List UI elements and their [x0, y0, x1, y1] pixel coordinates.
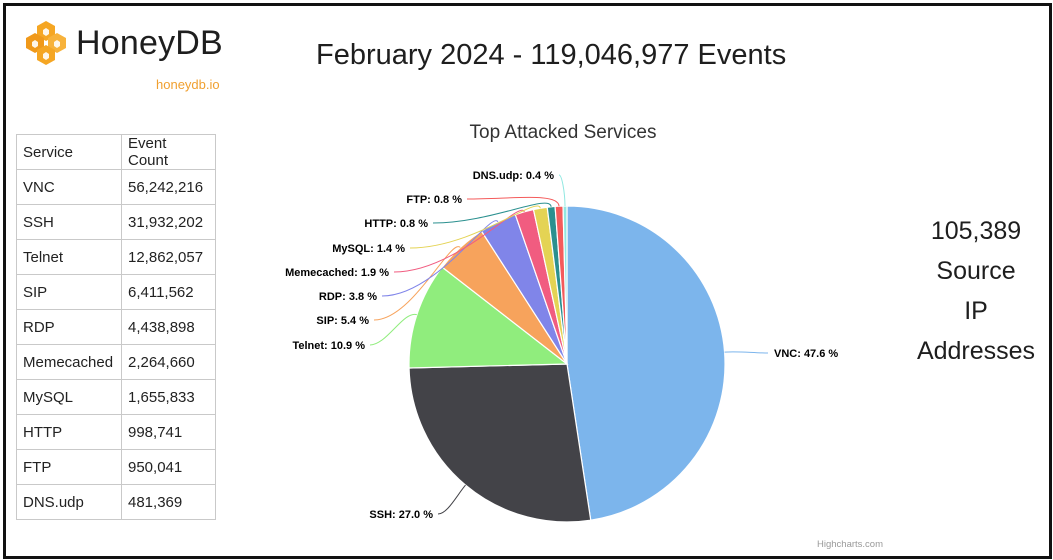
chart-title: Top Attacked Services: [470, 122, 657, 143]
connector-memecached: [393, 209, 525, 273]
source-ip-label-line3: Addresses: [916, 337, 1036, 365]
table-cell-service: SSH: [16, 204, 122, 240]
table-cell-count: 998,741: [121, 414, 216, 450]
pie-slice-ssh[interactable]: [408, 363, 592, 523]
connector-mysql: [409, 205, 541, 249]
source-ip-summary: 105,389 Source IP Addresses: [901, 211, 1051, 371]
table-row: FTP 950,041: [16, 449, 216, 485]
service-event-table: Service Event Count VNC 56,242,216 SSH 3…: [16, 134, 216, 520]
data-label-memecached: Memecached: 1.9 %: [285, 267, 389, 279]
connector-rdp: [381, 220, 499, 297]
table-cell-service: MySQL: [16, 379, 122, 415]
table-row: MySQL 1,655,833: [16, 379, 216, 415]
table-cell-service: DNS.udp: [16, 484, 122, 520]
data-label-dns-udp: DNS.udp: 0.4 %: [473, 170, 555, 182]
table-cell-count: 950,041: [121, 449, 216, 485]
table-row: HTTP 998,741: [16, 414, 216, 450]
data-label-rdp: RDP: 3.8 %: [319, 291, 377, 303]
brand-url-link[interactable]: honeydb.io: [156, 77, 220, 92]
table-row: SIP 6,411,562: [16, 274, 216, 310]
table-header-row: Service Event Count: [16, 134, 216, 170]
honeydb-logo-icon: [26, 21, 66, 65]
table-row: VNC 56,242,216: [16, 169, 216, 205]
connector-vnc: [724, 351, 769, 354]
page-headline: February 2024 - 119,046,977 Events: [316, 39, 787, 71]
table-cell-count: 6,411,562: [121, 274, 216, 310]
pie-data-labels: VNC: 47.6 % SSH: 27.0 % Telnet: 10.9 % SIP:…: [285, 170, 838, 521]
table-cell-service: RDP: [16, 309, 122, 345]
pie-slices: [408, 205, 726, 523]
pie-label-connectors: [369, 174, 769, 515]
source-ip-label-line2: IP: [964, 297, 988, 325]
table-cell-service: HTTP: [16, 414, 122, 450]
data-label-mysql: MySQL: 1.4 %: [332, 243, 405, 255]
table-cell-service: FTP: [16, 449, 122, 485]
pie-slice-dns-udp[interactable]: [562, 205, 568, 365]
source-ip-count: 105,389: [930, 217, 1022, 245]
table-header-service: Service: [16, 134, 122, 170]
table-row: Memecached 2,264,660: [16, 344, 216, 380]
table-cell-count: 2,264,660: [121, 344, 216, 380]
data-label-ftp: FTP: 0.8 %: [406, 194, 462, 206]
table-row: DNS.udp 481,369: [16, 484, 216, 520]
top-attacked-services-pie-chart: Top Attacked Services VNC: 47.6 % SSH: 27…: [285, 122, 883, 550]
connector-sip: [373, 246, 461, 321]
table-cell-count: 481,369: [121, 484, 216, 520]
table-cell-service: VNC: [16, 169, 122, 205]
table-cell-count: 4,438,898: [121, 309, 216, 345]
table-cell-service: SIP: [16, 274, 122, 310]
data-label-ssh: SSH: 27.0 %: [369, 509, 433, 521]
table-header-event-count: Event Count: [121, 134, 216, 170]
table-cell-count: 56,242,216: [121, 169, 216, 205]
table-cell-count: 1,655,833: [121, 379, 216, 415]
connector-ssh: [437, 484, 466, 515]
connector-http: [432, 202, 552, 224]
data-label-http: HTTP: 0.8 %: [364, 218, 428, 230]
dashboard-frame: HoneyDB honeydb.io February 2024 - 119,0…: [3, 3, 1052, 559]
table-row: Telnet 12,862,057: [16, 239, 216, 275]
table-cell-count: 31,932,202: [121, 204, 216, 240]
connector-ftp: [466, 196, 560, 207]
data-label-vnc: VNC: 47.6 %: [774, 348, 838, 360]
data-label-telnet: Telnet: 10.9 %: [292, 340, 365, 352]
brand-name: HoneyDB: [76, 24, 223, 62]
table-row: SSH 31,932,202: [16, 204, 216, 240]
connector-telnet: [369, 314, 418, 346]
chart-credits[interactable]: Highcharts.com: [817, 539, 883, 550]
table-cell-service: Telnet: [16, 239, 122, 275]
table-row: RDP 4,438,898: [16, 309, 216, 345]
table-cell-count: 12,862,057: [121, 239, 216, 275]
data-label-sip: SIP: 5.4 %: [316, 315, 369, 327]
pie-slice-vnc[interactable]: [566, 205, 726, 521]
connector-dns-udp: [558, 174, 566, 207]
source-ip-label-line1: Source: [936, 257, 1016, 285]
table-cell-service: Memecached: [16, 344, 122, 380]
